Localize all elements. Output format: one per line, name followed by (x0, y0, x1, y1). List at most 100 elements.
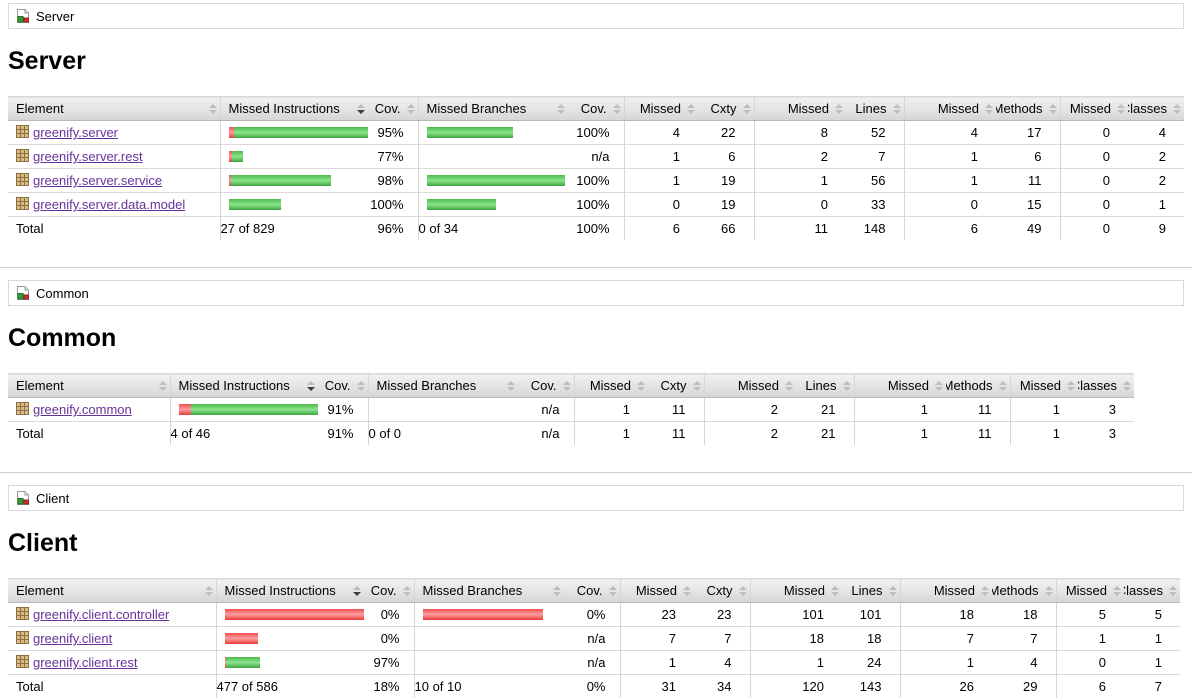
sort-icon (981, 585, 989, 596)
column-header[interactable]: Cov. (568, 96, 624, 121)
sort-icon (1123, 380, 1131, 391)
column-header[interactable]: Lines (846, 96, 904, 121)
instruction-coverage-value: 0% (380, 631, 400, 646)
missed-classes-value: 0 (1059, 144, 1128, 169)
table-row: greenify.common 91% n/a 1 11 2 21 1 11 1… (8, 397, 1134, 422)
package-link[interactable]: greenify.server.data.model (33, 197, 186, 212)
sort-icon (1173, 103, 1181, 114)
column-header[interactable]: Cxty (698, 96, 754, 121)
column-header[interactable]: Element (8, 578, 216, 603)
column-header[interactable]: Methods (946, 373, 1010, 398)
column-header[interactable]: Classes (1124, 578, 1180, 603)
sort-icon (208, 103, 217, 114)
section-title: Common (8, 324, 117, 352)
sort-icon (1117, 103, 1125, 114)
missed-methods-value: 18 (899, 602, 992, 627)
lines-value: 24 (867, 655, 882, 670)
missed-methods-value: 1 (853, 397, 946, 422)
methods-value: 6 (1034, 149, 1042, 164)
column-header-label: Missed Branches (376, 378, 477, 393)
sort-icon (402, 585, 411, 596)
classes-value: 5 (1154, 607, 1162, 622)
column-header[interactable]: Element (8, 96, 220, 121)
column-header[interactable]: Classes (1128, 96, 1184, 121)
column-header[interactable]: Methods (992, 578, 1056, 603)
total-missed-classes: 6 (1055, 674, 1124, 698)
lines-value: 56 (871, 173, 886, 188)
missed-cxty-value: 23 (619, 602, 694, 627)
sort-icon (888, 585, 897, 596)
column-header[interactable]: Missed (753, 96, 846, 121)
methods-value: 7 (1030, 631, 1038, 646)
package-link[interactable]: greenify.server.rest (33, 149, 143, 164)
instructions-bar-cell (169, 397, 318, 422)
breadcrumb: Common (8, 280, 1184, 306)
column-header[interactable]: Missed (573, 373, 648, 398)
sort-icon (406, 103, 415, 114)
missed-instructions-bar-segment (228, 175, 231, 186)
total-label: Total (16, 426, 44, 441)
column-header[interactable]: Classes (1078, 373, 1134, 398)
table-row: greenify.server 95% 100% 4 22 8 52 4 17 … (8, 120, 1184, 145)
package-link[interactable]: greenify.client.rest (33, 655, 138, 670)
column-header-label: Missed (589, 378, 631, 393)
sort-icon (357, 103, 365, 114)
methods-value: 4 (1030, 655, 1038, 670)
sort-icon (842, 380, 851, 391)
package-link[interactable]: greenify.server.service (33, 173, 163, 188)
column-header[interactable]: Missed (903, 96, 996, 121)
package-link[interactable]: greenify.common (33, 402, 132, 417)
sort-icon (835, 103, 843, 114)
column-header[interactable]: Lines (842, 578, 900, 603)
branches-bar-cell (413, 650, 564, 675)
column-header[interactable]: Missed Instructions (219, 96, 368, 121)
column-header[interactable]: Missed (623, 96, 698, 121)
column-header[interactable]: Missed (899, 578, 992, 603)
covered-instructions-bar-segment (225, 657, 260, 668)
column-header[interactable]: Lines (796, 373, 854, 398)
column-header[interactable]: Missed (1059, 96, 1128, 121)
column-header-label: Methods (996, 101, 1043, 116)
sort-icon (892, 103, 901, 114)
column-header-label: Element (16, 378, 64, 393)
column-header[interactable]: Methods (996, 96, 1060, 121)
branches-coverage-bar (426, 175, 569, 186)
package-icon (16, 196, 29, 213)
branches-bar-cell (417, 168, 569, 193)
column-header[interactable]: Missed Branches (417, 96, 568, 121)
column-header[interactable]: Cov. (564, 578, 620, 603)
cxty-value: 19 (721, 173, 736, 188)
column-header[interactable]: Cov. (318, 373, 368, 398)
branch-coverage-value: 0% (586, 607, 606, 622)
sort-icon (831, 585, 839, 596)
classes-value: 3 (1108, 402, 1116, 417)
instructions-coverage-bar (224, 609, 364, 620)
column-header[interactable]: Cxty (648, 373, 704, 398)
column-header-label: Missed (787, 101, 829, 116)
column-header[interactable]: Missed Instructions (215, 578, 364, 603)
package-link[interactable]: greenify.client (33, 631, 113, 646)
column-header[interactable]: Missed Branches (367, 373, 518, 398)
branches-bar-cell (417, 120, 568, 145)
covered-instructions-bar-segment (190, 404, 318, 415)
column-header[interactable]: Cxty (694, 578, 750, 603)
column-header[interactable]: Missed (703, 373, 796, 398)
column-header[interactable]: Missed Branches (413, 578, 564, 603)
classes-value: 2 (1158, 173, 1166, 188)
column-header[interactable]: Element (8, 373, 170, 398)
column-header[interactable]: Missed Instructions (169, 373, 318, 398)
package-link[interactable]: greenify.client.controller (33, 607, 170, 622)
package-link[interactable]: greenify.server (33, 125, 119, 140)
column-header[interactable]: Missed (1009, 373, 1078, 398)
sort-icon (692, 380, 701, 391)
column-header[interactable]: Missed (619, 578, 694, 603)
instructions-bar-cell (219, 192, 368, 217)
column-header[interactable]: Missed (1055, 578, 1124, 603)
column-header[interactable]: Cov. (518, 373, 574, 398)
column-header[interactable]: Missed (853, 373, 946, 398)
column-header[interactable]: Missed (749, 578, 842, 603)
total-missed-branches: 0 of 0 (367, 421, 518, 445)
package-icon (16, 606, 29, 623)
column-header[interactable]: Cov. (364, 578, 414, 603)
column-header[interactable]: Cov. (368, 96, 418, 121)
